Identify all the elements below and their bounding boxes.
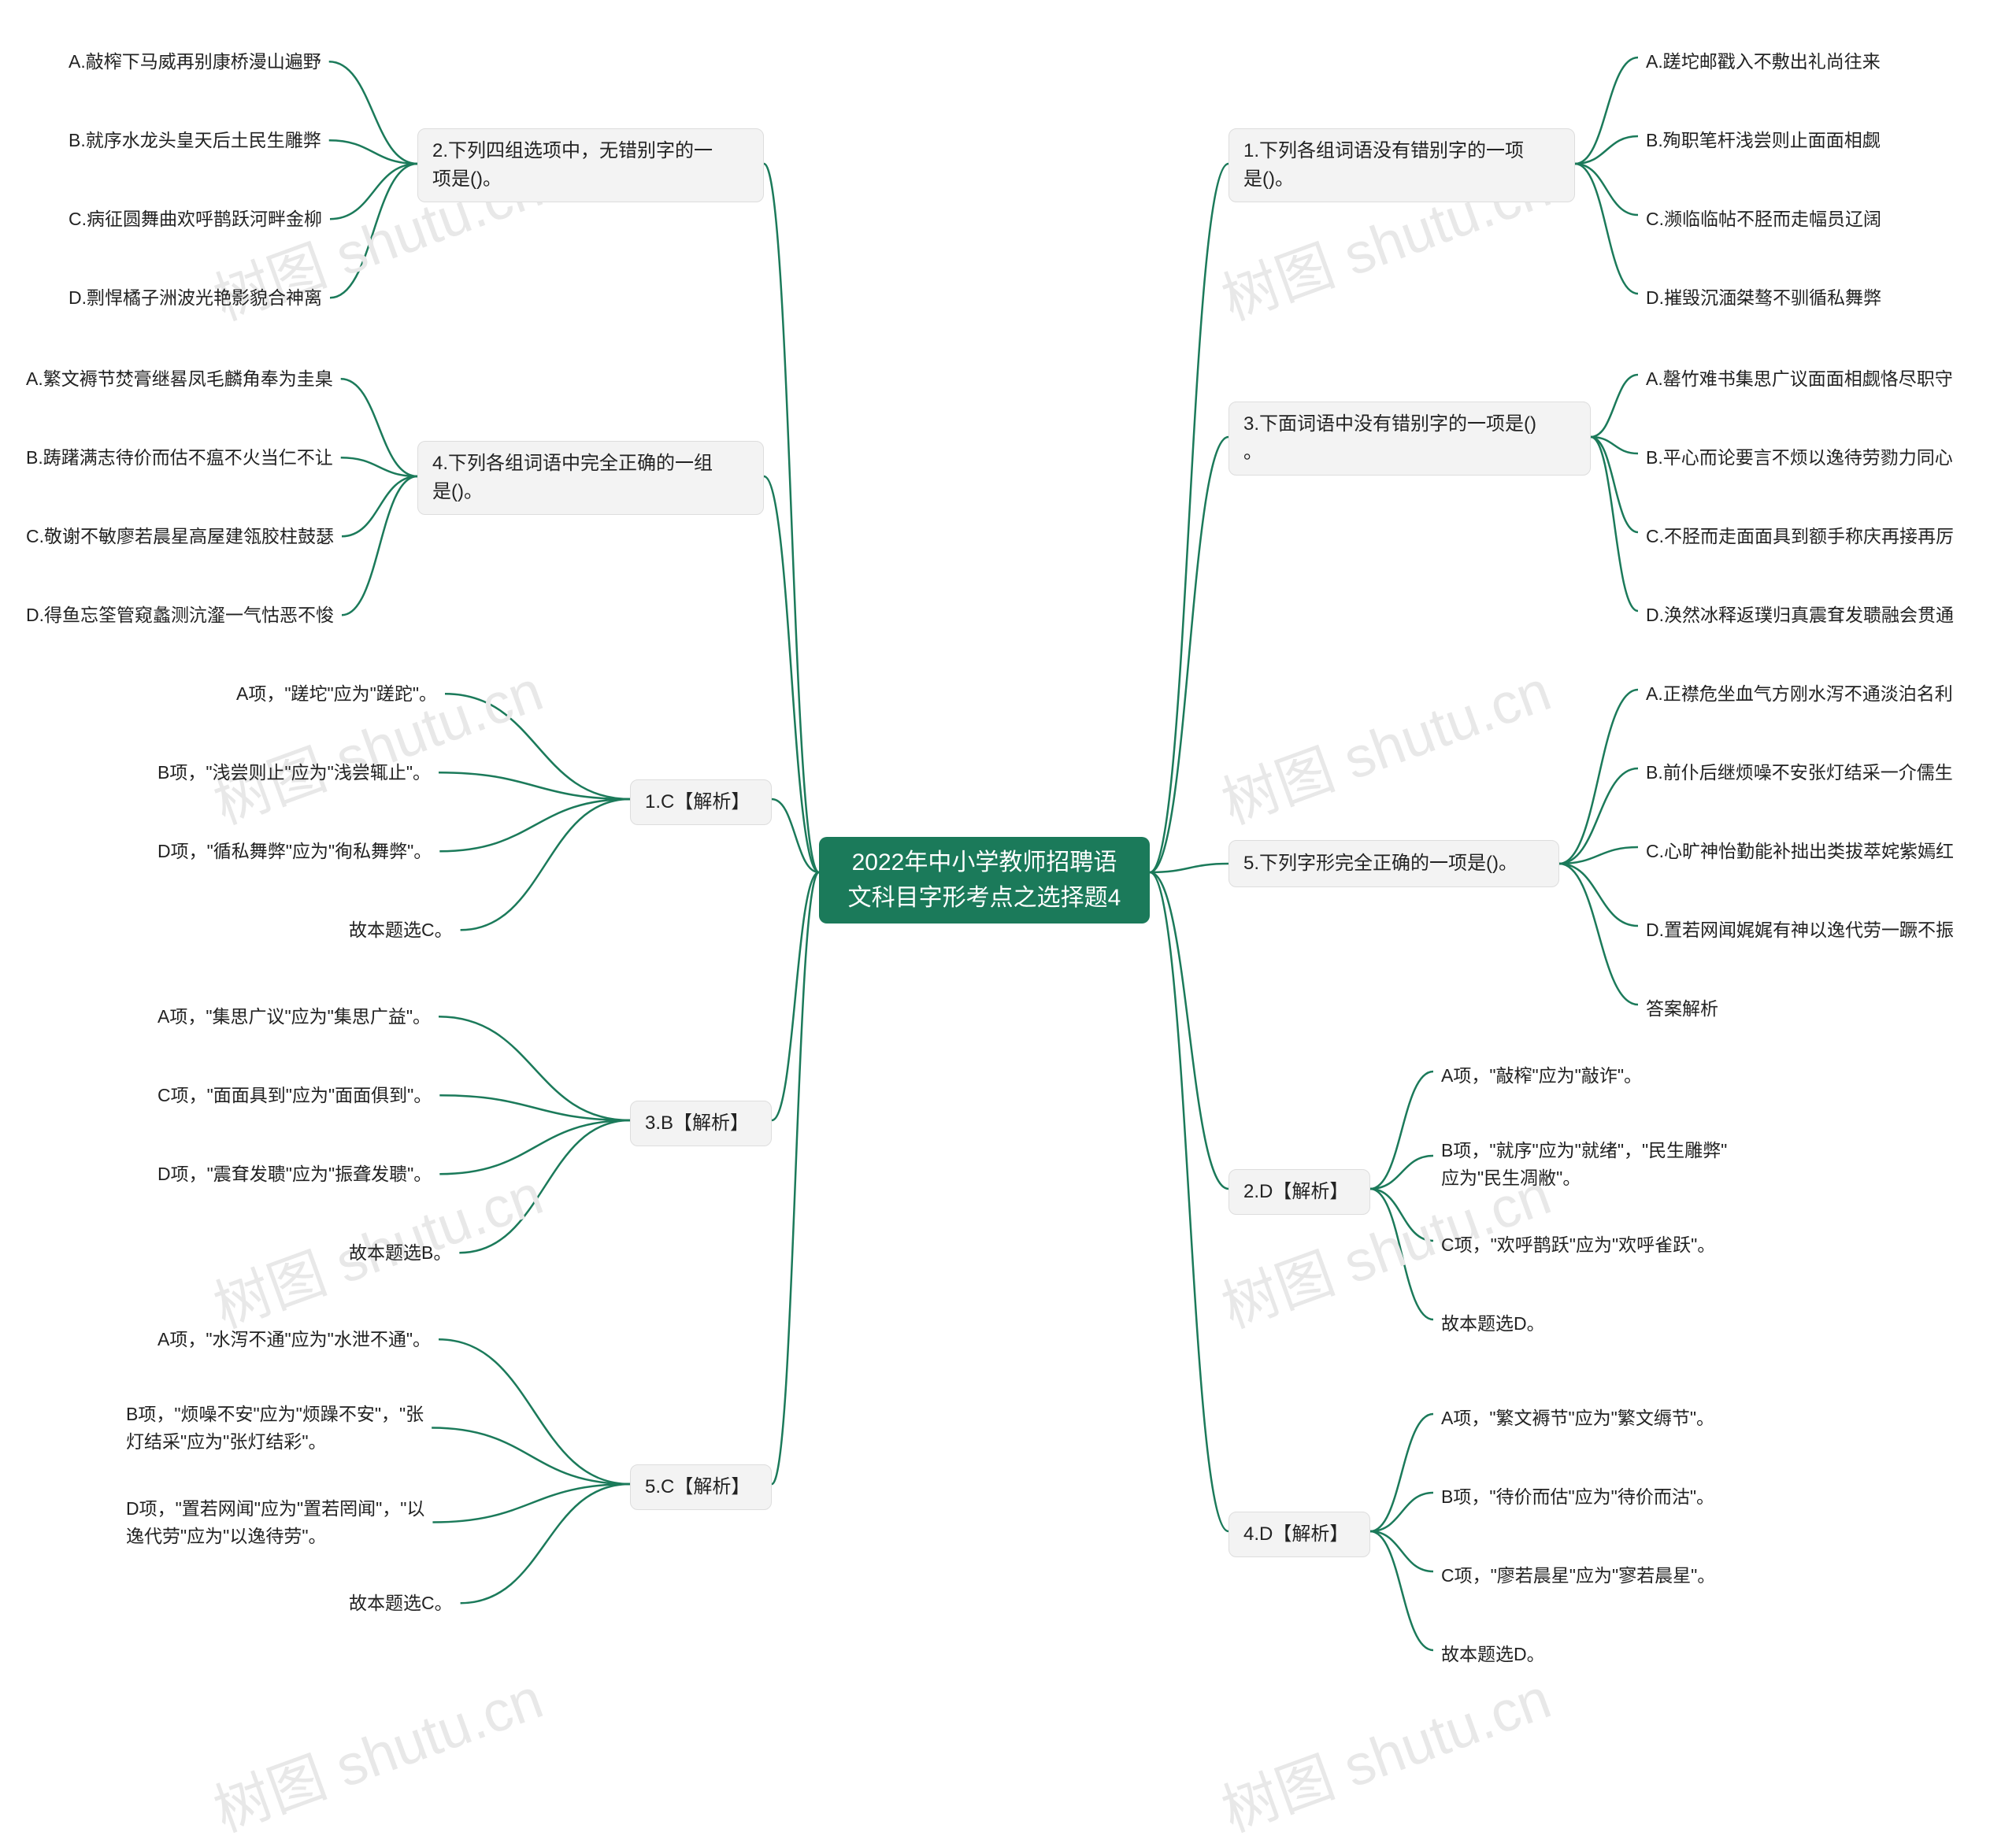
watermark: 树图 shutu.cn: [1209, 1653, 1560, 1847]
left-branch-1-leaf-1: B.踌躇满志待价而估不瘟不火当仁不让: [18, 439, 341, 476]
left-branch-0: 2.下列四组选项中，无错别字的一 项是()。: [417, 128, 764, 202]
left-branch-2-leaf-1: B项，"浅尝则止"应为"浅尝辄止"。: [150, 754, 439, 791]
left-branch-3: 3.B【解析】: [630, 1101, 772, 1146]
right-branch-2-leaf-3: D.置若网闻娓娓有神以逸代劳一蹶不振: [1638, 912, 1962, 949]
watermark: 树图 shutu.cn: [201, 1653, 552, 1847]
left-branch-0-leaf-3: D.剽悍橘子洲波光艳影貌合神离: [61, 279, 330, 316]
right-branch-0-leaf-0: A.蹉坨邮戳入不敷出礼尚往来: [1638, 43, 1888, 80]
mindmap-canvas: 树图 shutu.cn树图 shutu.cn树图 shutu.cn树图 shut…: [0, 0, 2016, 1745]
right-branch-2-leaf-1: B.前仆后继烦噪不安张灯结采一介儒生: [1638, 754, 1961, 791]
left-branch-2-leaf-0: A项，"蹉坨"应为"蹉跎"。: [228, 676, 445, 713]
watermark: 树图 shutu.cn: [201, 645, 552, 840]
left-branch-4-leaf-1: B项，"烦噪不安"应为"烦躁不安"，"张 灯结采"应为"张灯结彩"。: [118, 1396, 432, 1460]
left-branch-4-leaf-2: D项，"置若网闻"应为"置若罔闻"，"以 逸代劳"应为"以逸待劳"。: [118, 1490, 432, 1554]
left-branch-0-leaf-2: C.病征圆舞曲欢呼鹊跃河畔金柳: [61, 201, 330, 238]
left-branch-1-leaf-0: A.繁文褥节焚膏继晷凤毛麟角奉为圭臬: [18, 361, 341, 398]
right-branch-3-leaf-3: 故本题选D。: [1433, 1305, 1553, 1342]
left-branch-4-leaf-3: 故本题选C。: [341, 1585, 461, 1622]
left-branch-3-leaf-0: A项，"集思广议"应为"集思广益"。: [150, 998, 439, 1035]
left-branch-3-leaf-3: 故本题选B。: [341, 1234, 459, 1271]
right-branch-1-leaf-1: B.平心而论要言不烦以逸待劳勠力同心: [1638, 439, 1961, 476]
right-branch-2-leaf-0: A.正襟危坐血气方刚水泻不通淡泊名利: [1638, 676, 1961, 713]
left-branch-0-leaf-1: B.就序水龙头皇天后土民生雕弊: [61, 122, 329, 159]
right-branch-4-leaf-1: B项，"待价而估"应为"待价而沽"。: [1433, 1479, 1722, 1516]
left-branch-1: 4.下列各组词语中完全正确的一组 是()。: [417, 441, 764, 515]
right-branch-3: 2.D【解析】: [1228, 1169, 1370, 1215]
right-branch-1-leaf-3: D.涣然冰释返璞归真震耷发聩融会贯通: [1638, 597, 1962, 634]
left-branch-2: 1.C【解析】: [630, 779, 772, 825]
left-branch-4-leaf-0: A项，"水泻不通"应为"水泄不通"。: [150, 1321, 439, 1358]
watermark: 树图 shutu.cn: [1209, 645, 1560, 840]
right-branch-1: 3.下面词语中没有错别字的一项是() 。: [1228, 402, 1591, 476]
left-branch-1-leaf-3: D.得鱼忘筌管窥蠡测沆瀣一气怙恶不悛: [18, 597, 342, 634]
right-branch-4-leaf-0: A项，"繁文褥节"应为"繁文缛节"。: [1433, 1400, 1722, 1437]
right-branch-3-leaf-1: B项，"就序"应为"就绪"，"民生雕弊" 应为"民生凋敝"。: [1433, 1132, 1735, 1196]
right-branch-2: 5.下列字形完全正确的一项是()。: [1228, 840, 1559, 887]
left-branch-0-leaf-0: A.敲榨下马威再别康桥漫山遍野: [61, 43, 329, 80]
left-branch-1-leaf-2: C.敬谢不敏廖若晨星高屋建瓴胶柱鼓瑟: [18, 518, 342, 555]
right-branch-0-leaf-2: C.濒临临帖不胫而走幅员辽阔: [1638, 201, 1889, 238]
left-branch-3-leaf-2: D项，"震耷发聩"应为"振聋发聩"。: [150, 1156, 439, 1193]
right-branch-0: 1.下列各组词语没有错别字的一项 是()。: [1228, 128, 1575, 202]
left-branch-2-leaf-2: D项，"循私舞弊"应为"徇私舞弊"。: [150, 833, 439, 870]
right-branch-4-leaf-2: C项，"廖若晨星"应为"寥若晨星"。: [1433, 1557, 1723, 1594]
root-node: 2022年中小学教师招聘语 文科目字形考点之选择题4: [819, 837, 1150, 924]
right-branch-1-leaf-2: C.不胫而走面面具到额手称庆再接再厉: [1638, 518, 1962, 555]
right-branch-2-leaf-2: C.心旷神怡勤能补拙出类拔萃姹紫嫣红: [1638, 833, 1962, 870]
right-branch-0-leaf-1: B.殉职笔杆浅尝则止面面相觑: [1638, 122, 1888, 159]
right-branch-0-leaf-3: D.摧毁沉湎桀骜不驯循私舞弊: [1638, 279, 1889, 316]
right-branch-2-leaf-4: 答案解析: [1638, 990, 1726, 1027]
left-branch-2-leaf-3: 故本题选C。: [341, 912, 461, 949]
left-branch-3-leaf-1: C项，"面面具到"应为"面面俱到"。: [150, 1077, 439, 1114]
right-branch-4-leaf-3: 故本题选D。: [1433, 1636, 1553, 1673]
right-branch-1-leaf-0: A.罄竹难书集思广议面面相觑恪尽职守: [1638, 361, 1961, 398]
left-branch-4: 5.C【解析】: [630, 1464, 772, 1510]
right-branch-3-leaf-0: A项，"敲榨"应为"敲诈"。: [1433, 1057, 1650, 1094]
right-branch-4: 4.D【解析】: [1228, 1512, 1370, 1557]
right-branch-3-leaf-2: C项，"欢呼鹊跃"应为"欢呼雀跃"。: [1433, 1227, 1723, 1264]
